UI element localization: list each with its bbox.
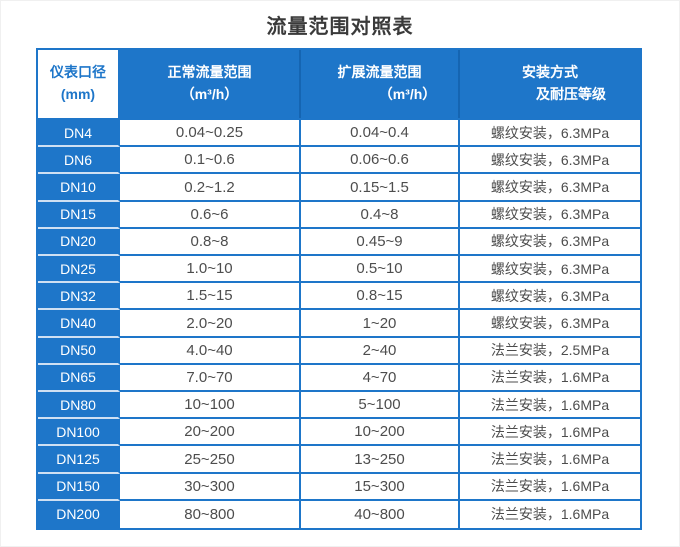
cell-dn-size: DN125 [38, 446, 120, 474]
cell-extended-flow-range: 4~70 [301, 364, 460, 393]
header-meter-diameter-label: 仪表口径 [50, 64, 106, 81]
cell-installation-pressure: 螺纹安装，6.3MPa [460, 256, 640, 284]
cell-normal-flow-range: 80~800 [120, 500, 301, 529]
header-installation-label: 安装方式 [522, 64, 578, 81]
table-row: DN10 0.2~1.2 0.15~1.5 螺纹安装，6.3MPa [38, 174, 640, 202]
cell-extended-flow-range: 1~20 [301, 310, 460, 338]
table-row: DN32 1.5~15 0.8~15 螺纹安装，6.3MPa [38, 283, 640, 311]
cell-dn-size: DN65 [38, 364, 120, 393]
cell-extended-flow-range: 15~300 [301, 473, 460, 501]
cell-normal-flow-range: 10~100 [120, 392, 301, 420]
header-meter-diameter: 仪表口径 (mm) [38, 50, 120, 118]
cell-extended-flow-range: 2~40 [301, 337, 460, 365]
cell-dn-size: DN100 [38, 419, 120, 447]
cell-extended-flow-range: 5~100 [301, 392, 460, 420]
table-row: DN80 10~100 5~100 法兰安装，1.6MPa [38, 392, 640, 420]
cell-extended-flow-range: 0.5~10 [301, 256, 460, 284]
header-normal-flow-range: 正常流量范围 （m³/h） [120, 50, 301, 118]
cell-installation-pressure: 法兰安装，1.6MPa [460, 419, 640, 447]
cell-installation-pressure: 法兰安装，1.6MPa [460, 392, 640, 420]
cell-normal-flow-range: 1.5~15 [120, 283, 301, 311]
cell-installation-pressure: 法兰安装，2.5MPa [460, 337, 640, 365]
cell-extended-flow-range: 0.06~0.6 [301, 147, 460, 175]
cell-extended-flow-range: 0.45~9 [301, 228, 460, 257]
table-row: DN4 0.04~0.25 0.04~0.4 螺纹安装，6.3MPa [38, 120, 640, 148]
cell-dn-size: DN150 [38, 473, 120, 501]
cell-installation-pressure: 螺纹安装，6.3MPa [460, 147, 640, 175]
cell-installation-pressure: 螺纹安装，6.3MPa [460, 283, 640, 311]
cell-installation-pressure: 螺纹安装，6.3MPa [460, 310, 640, 338]
header-pressure-rating-label: 及耐压等级 [536, 86, 606, 102]
cell-installation-pressure: 法兰安装，1.6MPa [460, 473, 640, 501]
cell-normal-flow-range: 7.0~70 [120, 364, 301, 393]
cell-installation-pressure: 法兰安装，1.6MPa [460, 500, 640, 529]
cell-normal-flow-range: 0.6~6 [120, 201, 301, 229]
cell-dn-size: DN200 [38, 500, 120, 529]
cell-installation-pressure: 螺纹安装，6.3MPa [460, 120, 640, 148]
cell-normal-flow-range: 0.04~0.25 [120, 120, 301, 148]
cell-extended-flow-range: 0.15~1.5 [301, 174, 460, 202]
cell-extended-flow-range: 40~800 [301, 500, 460, 529]
table-row: DN150 30~300 15~300 法兰安装，1.6MPa [38, 473, 640, 501]
cell-dn-size: DN10 [38, 174, 120, 202]
cell-normal-flow-range: 4.0~40 [120, 337, 301, 365]
cell-extended-flow-range: 13~250 [301, 446, 460, 474]
page-title: 流量范围对照表 [266, 16, 414, 38]
header-normal-flow-label: 正常流量范围 [167, 64, 252, 81]
cell-installation-pressure: 螺纹安装，6.3MPa [460, 174, 640, 202]
table-row: DN20 0.8~8 0.45~9 螺纹安装，6.3MPa [38, 228, 640, 257]
table-row: DN25 1.0~10 0.5~10 螺纹安装，6.3MPa [38, 256, 640, 284]
cell-dn-size: DN6 [38, 147, 120, 175]
header-extended-flow-unit: （m³/h） [378, 86, 437, 102]
cell-installation-pressure: 法兰安装，1.6MPa [460, 364, 640, 393]
cell-dn-size: DN4 [38, 120, 120, 148]
cell-normal-flow-range: 0.1~0.6 [120, 147, 301, 175]
table-row: DN6 0.1~0.6 0.06~0.6 螺纹安装，6.3MPa [38, 147, 640, 175]
cell-normal-flow-range: 2.0~20 [120, 310, 301, 338]
cell-normal-flow-range: 30~300 [120, 473, 301, 501]
cell-dn-size: DN80 [38, 392, 120, 420]
header-extended-flow-label: 扩展流量范围 [337, 64, 422, 81]
cell-dn-size: DN25 [38, 256, 120, 284]
cell-normal-flow-range: 0.8~8 [120, 228, 301, 257]
header-installation: 安装方式 及耐压等级 [460, 50, 640, 118]
table-body: DN4 0.04~0.25 0.04~0.4 螺纹安装，6.3MPa DN6 0… [38, 120, 640, 529]
table-header-row: 仪表口径 (mm) 正常流量范围 （m³/h） 扩展流量范围 （m³/h） 安装… [38, 50, 640, 120]
cell-installation-pressure: 法兰安装，1.6MPa [460, 446, 640, 474]
table-row: DN50 4.0~40 2~40 法兰安装，2.5MPa [38, 337, 640, 365]
cell-dn-size: DN32 [38, 283, 120, 311]
header-meter-diameter-unit: (mm) [60, 86, 96, 102]
table-row: DN40 2.0~20 1~20 螺纹安装，6.3MPa [38, 310, 640, 338]
table-row: DN125 25~250 13~250 法兰安装，1.6MPa [38, 446, 640, 474]
cell-normal-flow-range: 25~250 [120, 446, 301, 474]
table-row: DN65 7.0~70 4~70 法兰安装，1.6MPa [38, 364, 640, 393]
cell-extended-flow-range: 0.8~15 [301, 283, 460, 311]
cell-dn-size: DN15 [38, 201, 120, 229]
cell-dn-size: DN40 [38, 310, 120, 338]
flow-range-table: 仪表口径 (mm) 正常流量范围 （m³/h） 扩展流量范围 （m³/h） 安装… [36, 48, 642, 530]
cell-installation-pressure: 螺纹安装，6.3MPa [460, 228, 640, 257]
cell-extended-flow-range: 0.04~0.4 [301, 120, 460, 148]
table-row: DN15 0.6~6 0.4~8 螺纹安装，6.3MPa [38, 201, 640, 229]
header-normal-flow-unit: （m³/h） [180, 86, 239, 102]
table-row: DN200 80~800 40~800 法兰安装，1.6MPa [38, 500, 640, 529]
cell-normal-flow-range: 1.0~10 [120, 256, 301, 284]
cell-extended-flow-range: 10~200 [301, 419, 460, 447]
cell-normal-flow-range: 20~200 [120, 419, 301, 447]
cell-installation-pressure: 螺纹安装，6.3MPa [460, 201, 640, 229]
cell-dn-size: DN20 [38, 228, 120, 257]
header-extended-flow-range: 扩展流量范围 （m³/h） [301, 50, 460, 118]
cell-dn-size: DN50 [38, 337, 120, 365]
cell-extended-flow-range: 0.4~8 [301, 201, 460, 229]
table-row: DN100 20~200 10~200 法兰安装，1.6MPa [38, 419, 640, 447]
cell-normal-flow-range: 0.2~1.2 [120, 174, 301, 202]
